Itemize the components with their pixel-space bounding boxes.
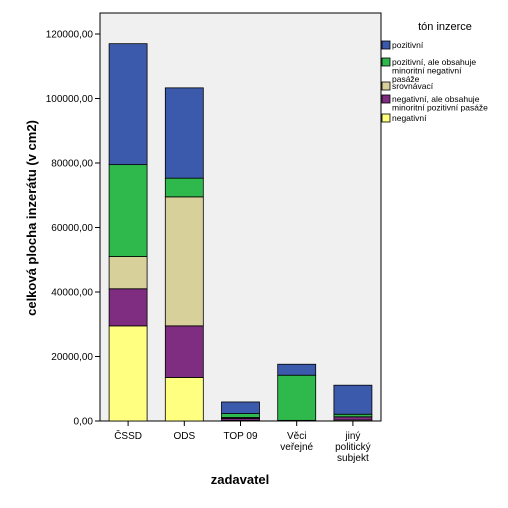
legend-title: tón inzerce (418, 21, 472, 33)
y-tick-label: 80000,00 (51, 159, 93, 170)
x-tick-labels: ČSSD ODS TOP 09 Věci veřejné jiný politický sub… (114, 429, 370, 464)
bar-segment (108, 256, 148, 290)
legend-item: negativní (381, 113, 427, 123)
tick-marks (95, 33, 354, 426)
bar-segment (221, 413, 260, 418)
bar-segment (108, 43, 148, 166)
legend: tón inzerce pozitivní pozitivní, ale obsa… (381, 21, 488, 123)
bar-segment (333, 416, 373, 421)
legend-label: negativní (392, 113, 427, 123)
legend-swatch (381, 57, 391, 67)
x-tick-label: ODS (173, 431, 195, 442)
y-tick-label: 100000,00 (46, 94, 94, 105)
legend-label: pozitivní, ale obsahuje minoritní negativ… (392, 57, 476, 84)
legend-swatch (381, 40, 391, 50)
x-tick-label: Věci veřejné (280, 431, 313, 453)
bar-segment (221, 401, 260, 414)
legend-label: srovnávací (392, 81, 434, 91)
y-tick-label: 0,00 (74, 417, 94, 428)
y-tick-labels: 0,00 20000,00 40000,00 60000,00 80000,00 1000… (46, 30, 94, 428)
x-tick-label: TOP 09 (223, 431, 258, 442)
bar-segment (164, 177, 204, 198)
y-tick-label: 60000,00 (51, 223, 93, 234)
x-tick-label: jiný politický subjekt (335, 431, 371, 464)
legend-swatch (381, 113, 391, 123)
bar-segment (164, 87, 204, 179)
bar-segment (164, 196, 204, 327)
bar-segment (277, 374, 317, 421)
bars (108, 43, 373, 422)
y-tick-label: 120000,00 (46, 30, 94, 41)
legend-label: negativní, ale obsahuje minoritní pozitiv… (392, 94, 488, 113)
legend-item: pozitivní (381, 40, 424, 50)
bar-segment (333, 384, 373, 415)
legend-swatch (381, 81, 391, 91)
bar-segment (108, 288, 148, 327)
legend-item: negativní, ale obsahuje minoritní pozitiv… (381, 94, 488, 113)
legend-item: srovnávací (381, 81, 434, 91)
bar-segment (277, 363, 317, 376)
y-axis-title: celková plocha inzerátu (v cm2) (24, 120, 39, 316)
legend-item: pozitivní, ale obsahuje minoritní negativ… (381, 57, 476, 84)
y-tick-label: 20000,00 (51, 352, 93, 363)
legend-swatch (381, 94, 391, 104)
x-axis-title: zadavatel (211, 472, 270, 487)
legend-label: pozitivní (392, 40, 424, 50)
x-tick-label: ČSSD (114, 429, 142, 442)
bar-segment (164, 377, 204, 422)
bar-segment (108, 164, 148, 257)
y-tick-label: 40000,00 (51, 288, 93, 299)
bar-segment (108, 325, 148, 422)
bar-segment (164, 325, 204, 378)
